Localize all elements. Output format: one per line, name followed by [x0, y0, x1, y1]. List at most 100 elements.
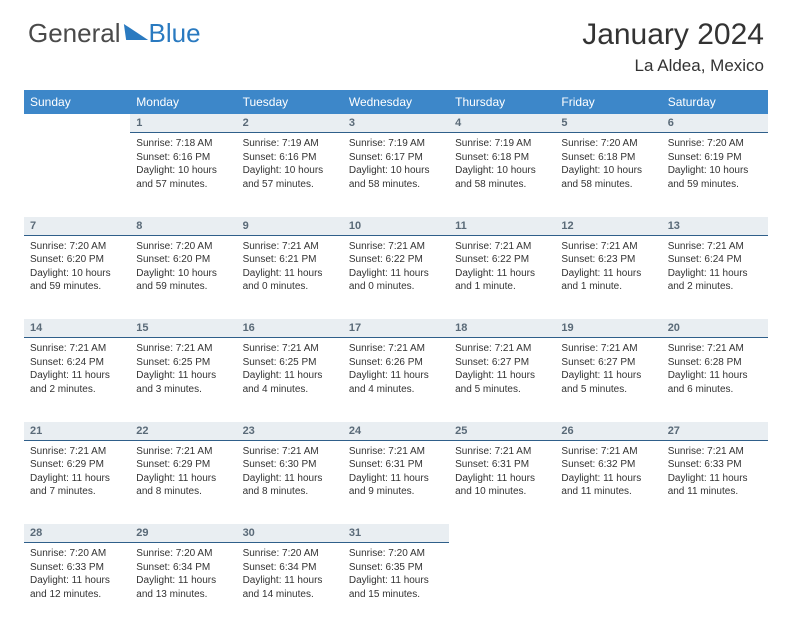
day-number: 22: [130, 422, 236, 441]
sunrise-text: Sunrise: 7:21 AM: [668, 445, 762, 459]
day-number: 7: [24, 217, 130, 236]
sunset-text: Sunset: 6:21 PM: [243, 253, 337, 267]
sunset-text: Sunset: 6:33 PM: [668, 458, 762, 472]
day-number: 30: [237, 524, 343, 543]
logo-triangle-icon: [123, 24, 147, 40]
sunrise-text: Sunrise: 7:21 AM: [30, 445, 124, 459]
sunrise-text: Sunrise: 7:21 AM: [243, 240, 337, 254]
daylight-text: Daylight: 11 hours: [136, 369, 230, 383]
daylight-text: Daylight: 10 hours: [136, 164, 230, 178]
sunrise-text: Sunrise: 7:21 AM: [243, 445, 337, 459]
day-number: 4: [449, 114, 555, 133]
day-number: 27: [662, 422, 768, 441]
sunset-text: Sunset: 6:16 PM: [136, 151, 230, 165]
daylight-text: Daylight: 11 hours: [668, 369, 762, 383]
day-number: [662, 524, 768, 543]
day-cell: Sunrise: 7:21 AMSunset: 6:22 PMDaylight:…: [449, 235, 555, 319]
day-cell: Sunrise: 7:21 AMSunset: 6:27 PMDaylight:…: [449, 338, 555, 422]
day-content-row: Sunrise: 7:18 AMSunset: 6:16 PMDaylight:…: [24, 133, 768, 217]
day-cell: Sunrise: 7:21 AMSunset: 6:29 PMDaylight:…: [130, 440, 236, 524]
sunrise-text: Sunrise: 7:20 AM: [136, 240, 230, 254]
sunrise-text: Sunrise: 7:21 AM: [349, 342, 443, 356]
day-number: 8: [130, 217, 236, 236]
daylight-text: and 1 minute.: [455, 280, 549, 294]
sunrise-text: Sunrise: 7:20 AM: [349, 547, 443, 561]
daylight-text: and 6 minutes.: [668, 383, 762, 397]
title-block: January 2024 La Aldea, Mexico: [582, 18, 764, 76]
sunrise-text: Sunrise: 7:21 AM: [668, 342, 762, 356]
daylight-text: and 13 minutes.: [136, 588, 230, 602]
sunset-text: Sunset: 6:18 PM: [455, 151, 549, 165]
daylight-text: Daylight: 10 hours: [243, 164, 337, 178]
sunrise-text: Sunrise: 7:21 AM: [136, 342, 230, 356]
sunset-text: Sunset: 6:19 PM: [668, 151, 762, 165]
day-cell: [555, 543, 661, 627]
daylight-text: Daylight: 11 hours: [455, 472, 549, 486]
daylight-text: and 4 minutes.: [349, 383, 443, 397]
daylight-text: Daylight: 11 hours: [243, 472, 337, 486]
daylight-text: and 5 minutes.: [561, 383, 655, 397]
daylight-text: and 15 minutes.: [349, 588, 443, 602]
day-cell: [24, 133, 130, 217]
sunrise-text: Sunrise: 7:21 AM: [243, 342, 337, 356]
day-number: 13: [662, 217, 768, 236]
daylight-text: and 57 minutes.: [243, 178, 337, 192]
sunrise-text: Sunrise: 7:20 AM: [243, 547, 337, 561]
daylight-text: Daylight: 11 hours: [136, 472, 230, 486]
day-cell: Sunrise: 7:20 AMSunset: 6:35 PMDaylight:…: [343, 543, 449, 627]
sunrise-text: Sunrise: 7:20 AM: [136, 547, 230, 561]
header-monday: Monday: [130, 90, 236, 114]
sunrise-text: Sunrise: 7:21 AM: [455, 342, 549, 356]
day-cell: Sunrise: 7:19 AMSunset: 6:17 PMDaylight:…: [343, 133, 449, 217]
sunset-text: Sunset: 6:16 PM: [243, 151, 337, 165]
daylight-text: Daylight: 11 hours: [561, 267, 655, 281]
logo-text-general: General: [28, 18, 121, 49]
day-content-row: Sunrise: 7:20 AMSunset: 6:20 PMDaylight:…: [24, 235, 768, 319]
sunset-text: Sunset: 6:26 PM: [349, 356, 443, 370]
daylight-text: Daylight: 11 hours: [30, 369, 124, 383]
sunrise-text: Sunrise: 7:20 AM: [668, 137, 762, 151]
logo: General Blue: [28, 18, 201, 49]
day-cell: Sunrise: 7:21 AMSunset: 6:33 PMDaylight:…: [662, 440, 768, 524]
daynum-row: 78910111213: [24, 217, 768, 236]
daylight-text: Daylight: 11 hours: [349, 267, 443, 281]
day-number: 6: [662, 114, 768, 133]
day-cell: Sunrise: 7:20 AMSunset: 6:20 PMDaylight:…: [130, 235, 236, 319]
daylight-text: and 2 minutes.: [30, 383, 124, 397]
day-number: 29: [130, 524, 236, 543]
daynum-row: 21222324252627: [24, 422, 768, 441]
daynum-row: 123456: [24, 114, 768, 133]
calendar-table: Sunday Monday Tuesday Wednesday Thursday…: [24, 90, 768, 627]
header-thursday: Thursday: [449, 90, 555, 114]
sunrise-text: Sunrise: 7:21 AM: [136, 445, 230, 459]
day-cell: Sunrise: 7:21 AMSunset: 6:27 PMDaylight:…: [555, 338, 661, 422]
daylight-text: Daylight: 11 hours: [30, 574, 124, 588]
daylight-text: Daylight: 11 hours: [349, 574, 443, 588]
daylight-text: Daylight: 11 hours: [455, 369, 549, 383]
daylight-text: and 57 minutes.: [136, 178, 230, 192]
day-content-row: Sunrise: 7:20 AMSunset: 6:33 PMDaylight:…: [24, 543, 768, 627]
daylight-text: Daylight: 11 hours: [349, 472, 443, 486]
sunset-text: Sunset: 6:31 PM: [349, 458, 443, 472]
day-number: 11: [449, 217, 555, 236]
day-cell: Sunrise: 7:20 AMSunset: 6:34 PMDaylight:…: [130, 543, 236, 627]
daylight-text: Daylight: 10 hours: [136, 267, 230, 281]
sunrise-text: Sunrise: 7:20 AM: [30, 547, 124, 561]
daylight-text: Daylight: 10 hours: [668, 164, 762, 178]
daylight-text: Daylight: 11 hours: [136, 574, 230, 588]
day-cell: Sunrise: 7:21 AMSunset: 6:23 PMDaylight:…: [555, 235, 661, 319]
sunrise-text: Sunrise: 7:19 AM: [243, 137, 337, 151]
sunset-text: Sunset: 6:23 PM: [561, 253, 655, 267]
day-number: 3: [343, 114, 449, 133]
daylight-text: Daylight: 11 hours: [349, 369, 443, 383]
daylight-text: and 3 minutes.: [136, 383, 230, 397]
daylight-text: and 12 minutes.: [30, 588, 124, 602]
daylight-text: and 58 minutes.: [455, 178, 549, 192]
daylight-text: Daylight: 11 hours: [243, 369, 337, 383]
day-cell: Sunrise: 7:20 AMSunset: 6:34 PMDaylight:…: [237, 543, 343, 627]
day-cell: Sunrise: 7:21 AMSunset: 6:26 PMDaylight:…: [343, 338, 449, 422]
sunrise-text: Sunrise: 7:21 AM: [349, 445, 443, 459]
sunset-text: Sunset: 6:30 PM: [243, 458, 337, 472]
sunrise-text: Sunrise: 7:21 AM: [561, 342, 655, 356]
day-number: 20: [662, 319, 768, 338]
